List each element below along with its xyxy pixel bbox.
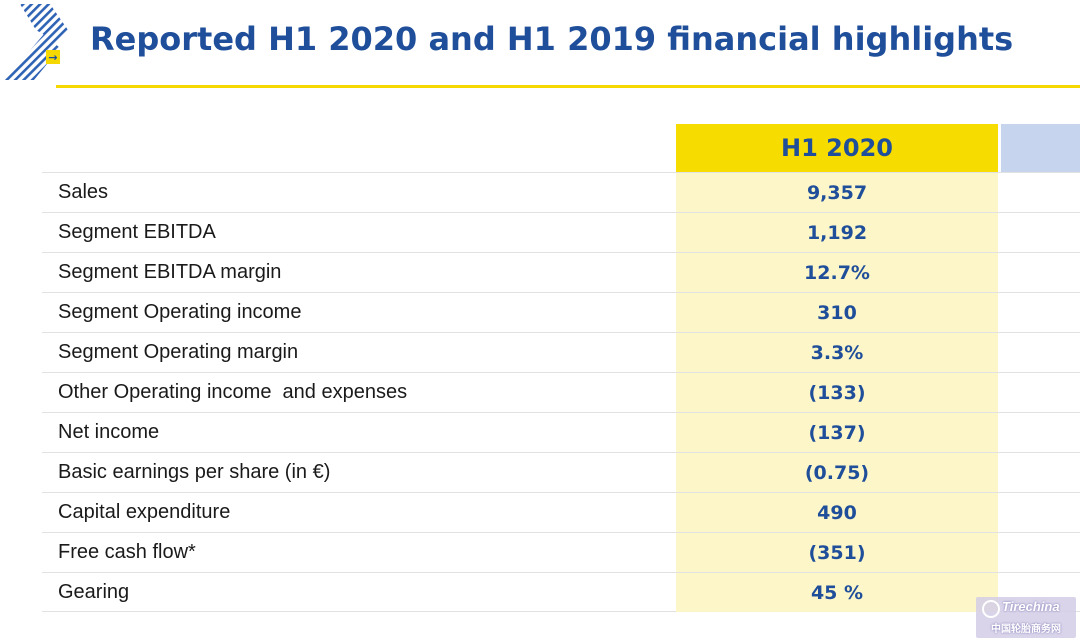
row-label: Capital expenditure bbox=[58, 501, 231, 523]
table-row: Net income (137) bbox=[42, 412, 1080, 452]
globe-icon bbox=[982, 600, 1000, 618]
column-header-h1-2019 bbox=[1001, 124, 1080, 172]
table-body: Sales 9,357 Segment EBITDA 1,192 Segment EBI… bbox=[42, 172, 1080, 612]
title-underline bbox=[56, 85, 1080, 88]
row-value-h1-2020: 310 bbox=[676, 293, 998, 332]
watermark-brand: Tirechina bbox=[1002, 599, 1060, 614]
table-row: Gearing 45 % bbox=[42, 572, 1080, 612]
row-label: Gearing bbox=[58, 581, 130, 603]
svg-text:→: → bbox=[48, 51, 57, 64]
table-row: Segment EBITDA 1,192 bbox=[42, 212, 1080, 252]
row-label: Segment Operating income bbox=[58, 301, 302, 323]
table-row: Segment Operating income 310 bbox=[42, 292, 1080, 332]
row-label: Net income bbox=[58, 421, 160, 443]
row-label: Sales bbox=[58, 181, 109, 203]
row-label: Segment EBITDA margin bbox=[58, 261, 282, 283]
watermark-subtitle: 中国轮胎商务网 bbox=[991, 624, 1061, 635]
table-row: Segment Operating margin 3.3% bbox=[42, 332, 1080, 372]
row-value-h1-2020: 9,357 bbox=[676, 173, 998, 212]
table-row: Capital expenditure 490 bbox=[42, 492, 1080, 532]
row-label: Free cash flow* bbox=[58, 541, 196, 563]
row-value-h1-2020: 45 % bbox=[676, 573, 998, 612]
row-value-h1-2020: (0.75) bbox=[676, 453, 998, 492]
row-label: Basic earnings per share (in €) bbox=[58, 461, 331, 483]
row-value-h1-2020: 3.3% bbox=[676, 333, 998, 372]
tirechina-watermark: Tirechina 中国轮胎商务网 bbox=[976, 597, 1076, 638]
row-value-h1-2020: 490 bbox=[676, 493, 998, 532]
page-title: Reported H1 2020 and H1 2019 financial h… bbox=[90, 20, 1014, 58]
row-label: Segment Operating margin bbox=[58, 341, 299, 363]
company-logo: → bbox=[4, 4, 68, 80]
row-value-h1-2020: (351) bbox=[676, 533, 998, 572]
financial-highlights-table: H1 2020 Sales 9,357 Segment EBITDA 1,192 Seg… bbox=[42, 124, 1080, 612]
row-value-h1-2020: (137) bbox=[676, 413, 998, 452]
table-row: Segment EBITDA margin 12.7% bbox=[42, 252, 1080, 292]
table-header-row: H1 2020 bbox=[42, 124, 1080, 172]
table-row: Free cash flow* (351) bbox=[42, 532, 1080, 572]
row-value-h1-2020: 1,192 bbox=[676, 213, 998, 252]
row-value-h1-2020: (133) bbox=[676, 373, 998, 412]
row-label: Other Operating income and expenses bbox=[58, 381, 408, 403]
table-row: Other Operating income and expenses (133) bbox=[42, 372, 1080, 412]
table-row: Basic earnings per share (in €) (0.75) bbox=[42, 452, 1080, 492]
column-header-h1-2020: H1 2020 bbox=[676, 124, 998, 172]
row-value-h1-2020: 12.7% bbox=[676, 253, 998, 292]
row-label: Segment EBITDA bbox=[58, 221, 216, 243]
table-row: Sales 9,357 bbox=[42, 172, 1080, 212]
